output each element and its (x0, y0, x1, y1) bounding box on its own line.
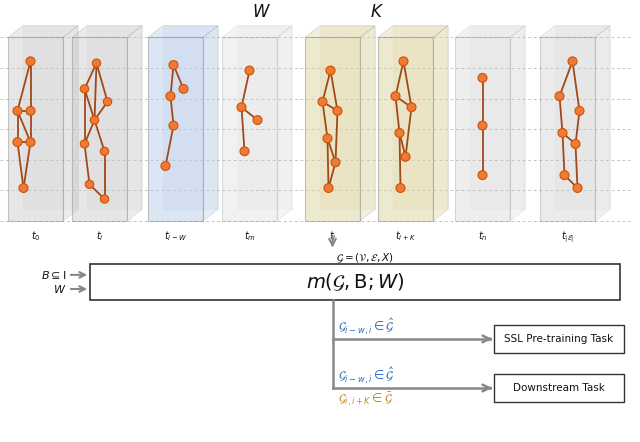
Circle shape (26, 107, 35, 115)
Text: $\mathcal{G}_{i,i+K} \in \bar{\mathcal{G}}$: $\mathcal{G}_{i,i+K} \in \bar{\mathcal{G… (337, 390, 393, 408)
Circle shape (161, 162, 170, 171)
Bar (305, 38, 360, 221)
Bar (148, 38, 203, 221)
Circle shape (401, 152, 410, 161)
Circle shape (323, 134, 332, 143)
Bar (72, 38, 127, 221)
Polygon shape (305, 26, 375, 38)
Circle shape (80, 140, 89, 148)
Bar (163, 26, 218, 209)
Text: $t_{i+K}$: $t_{i+K}$ (395, 229, 416, 243)
Bar (237, 26, 292, 209)
Circle shape (237, 103, 246, 112)
Bar (540, 38, 595, 221)
Text: $\mathcal{G}_{i-w,i} \in \hat{\mathcal{G}}$: $\mathcal{G}_{i-w,i} \in \hat{\mathcal{G… (337, 366, 394, 386)
Bar (378, 38, 433, 221)
Circle shape (560, 171, 569, 179)
Circle shape (478, 171, 487, 179)
Circle shape (575, 107, 584, 115)
Polygon shape (378, 26, 448, 38)
Polygon shape (222, 26, 292, 38)
Text: $B \subseteq \mathrm{I}$: $B \subseteq \mathrm{I}$ (40, 269, 66, 281)
Polygon shape (595, 26, 610, 221)
Circle shape (331, 158, 340, 167)
Circle shape (169, 121, 178, 130)
Circle shape (571, 140, 580, 149)
Circle shape (478, 73, 487, 82)
Bar (8, 38, 63, 221)
Circle shape (478, 121, 487, 130)
Polygon shape (455, 26, 525, 38)
Circle shape (555, 92, 564, 101)
Text: SSL Pre-training Task: SSL Pre-training Task (504, 334, 614, 344)
Circle shape (13, 107, 22, 115)
Text: $\mathbf{\mathit{W}}$: $\mathbf{\mathit{W}}$ (252, 3, 271, 21)
Polygon shape (63, 26, 78, 221)
Circle shape (391, 92, 400, 101)
Circle shape (166, 92, 175, 101)
Text: $t_{l-W}$: $t_{l-W}$ (164, 229, 187, 243)
Polygon shape (127, 26, 142, 221)
Bar (87, 26, 142, 209)
Bar (90, 264, 620, 300)
Polygon shape (148, 26, 218, 38)
Polygon shape (540, 26, 610, 38)
Circle shape (333, 107, 342, 115)
Circle shape (240, 147, 249, 156)
Bar (555, 26, 610, 209)
Text: Downstream Task: Downstream Task (513, 383, 605, 393)
Circle shape (558, 129, 567, 137)
Text: $t_n$: $t_n$ (477, 229, 487, 243)
Circle shape (407, 103, 416, 112)
Polygon shape (360, 26, 375, 221)
Polygon shape (510, 26, 525, 221)
Circle shape (85, 180, 93, 188)
Circle shape (396, 183, 405, 192)
Circle shape (169, 61, 178, 69)
Text: $\mathcal{G} = (\mathcal{V}, \mathcal{E}, X)$: $\mathcal{G} = (\mathcal{V}, \mathcal{E}… (337, 251, 394, 265)
Polygon shape (277, 26, 292, 221)
Circle shape (245, 66, 254, 75)
Circle shape (324, 183, 333, 192)
Circle shape (568, 57, 577, 66)
Circle shape (90, 116, 99, 124)
Circle shape (399, 57, 408, 66)
Text: $\mathbf{\mathit{K}}$: $\mathbf{\mathit{K}}$ (369, 3, 383, 21)
Circle shape (19, 183, 28, 192)
Circle shape (13, 138, 22, 147)
Text: $\mathcal{G}_{i-w,i} \in \hat{\mathcal{G}}$: $\mathcal{G}_{i-w,i} \in \hat{\mathcal{G… (337, 316, 394, 337)
Text: $t_m$: $t_m$ (244, 229, 255, 243)
Bar (455, 38, 510, 221)
Circle shape (573, 183, 582, 192)
Circle shape (100, 195, 109, 203)
Circle shape (26, 138, 35, 147)
Polygon shape (8, 26, 78, 38)
Circle shape (253, 116, 262, 125)
Bar (320, 26, 375, 209)
Bar (494, 325, 624, 353)
Text: $t_{|\mathcal{E}|}$: $t_{|\mathcal{E}|}$ (561, 229, 574, 244)
Text: $W$: $W$ (52, 283, 66, 295)
Circle shape (318, 97, 327, 106)
Polygon shape (433, 26, 448, 221)
Text: $t_l$: $t_l$ (95, 229, 103, 243)
Text: $m(\mathcal{G}, \mathrm{B}; W)$: $m(\mathcal{G}, \mathrm{B}; W)$ (305, 271, 404, 293)
Circle shape (26, 57, 35, 66)
Circle shape (103, 98, 112, 106)
Polygon shape (72, 26, 142, 38)
Bar (393, 26, 448, 209)
Circle shape (395, 129, 404, 137)
Polygon shape (203, 26, 218, 221)
Text: $t_0$: $t_0$ (31, 229, 40, 243)
Circle shape (100, 147, 109, 156)
Circle shape (92, 59, 100, 67)
Text: $t_i$: $t_i$ (329, 229, 337, 243)
Bar (23, 26, 78, 209)
Circle shape (326, 66, 335, 75)
Bar (494, 374, 624, 402)
Bar (222, 38, 277, 221)
Bar (470, 26, 525, 209)
Circle shape (179, 84, 188, 93)
Circle shape (80, 85, 89, 93)
